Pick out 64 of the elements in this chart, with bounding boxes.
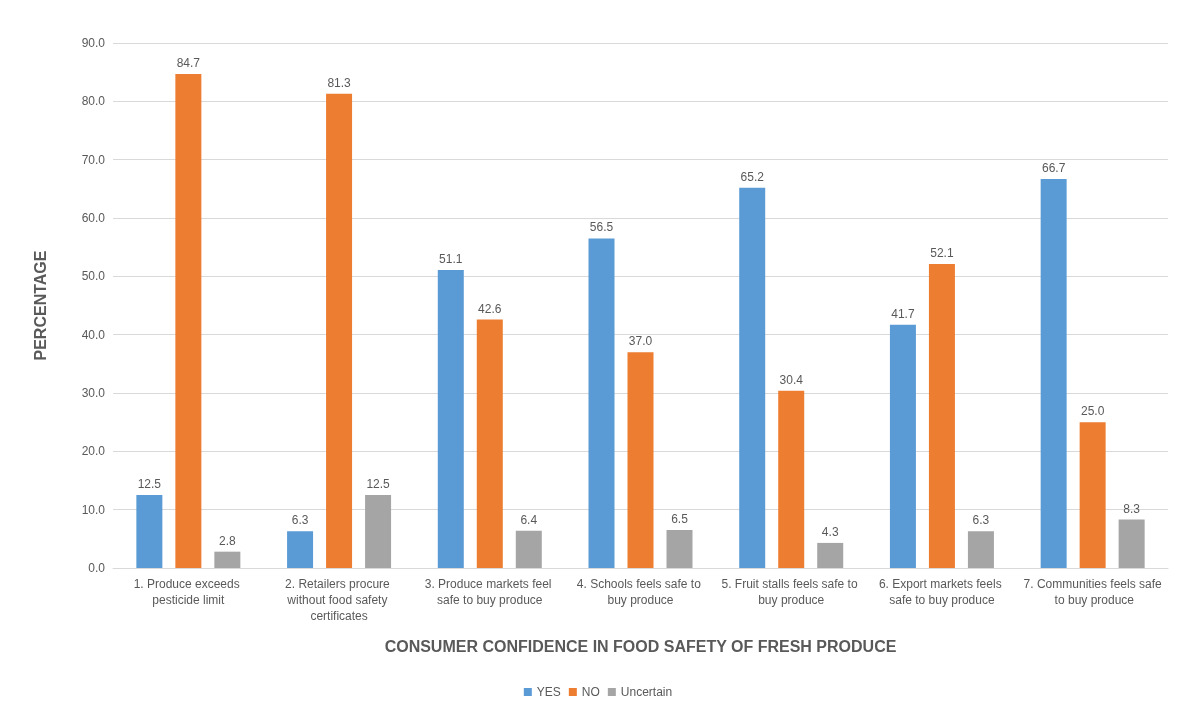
bar: [515, 530, 542, 568]
bar: [365, 495, 392, 568]
y-tick-label: 0.0: [88, 561, 106, 575]
bar: [287, 531, 314, 568]
y-tick-label: 30.0: [81, 386, 106, 400]
bar: [778, 390, 805, 568]
bar: [1118, 519, 1145, 568]
y-tick-label: 90.0: [81, 36, 106, 50]
data-label: 6.5: [671, 512, 689, 527]
bar: [136, 495, 163, 568]
data-label: 65.2: [740, 169, 765, 184]
data-label: 8.3: [1123, 501, 1141, 516]
data-label: 52.1: [930, 246, 954, 261]
legend-label: Uncertain: [620, 685, 673, 699]
bar: [326, 93, 353, 568]
legend-label: YES: [536, 685, 561, 699]
bar: [666, 530, 693, 568]
y-tick-label: 50.0: [81, 269, 106, 284]
y-tick-label: 10.0: [81, 502, 106, 517]
bar: [967, 531, 994, 568]
legend-label: NO: [581, 685, 600, 699]
x-tick-label: 6. Export markets feels safe to buy produce: [878, 577, 1005, 607]
bar: [1079, 422, 1106, 568]
y-tick-label: 70.0: [81, 152, 106, 167]
y-tick-label: 20.0: [81, 444, 106, 459]
x-axis-title: CONSUMER CONFIDENCE IN FOOD SAFETY OF FRESH PRODUCE: [384, 637, 897, 655]
bar: [476, 319, 503, 568]
data-label: 30.4: [779, 372, 804, 387]
data-label: 12.5: [366, 477, 391, 492]
data-label: 41.7: [891, 306, 915, 321]
x-tick-label: 7. Communities feels safe to buy produce: [1023, 577, 1162, 607]
bar: [739, 187, 766, 568]
data-label: 6.4: [520, 512, 538, 527]
bar: [928, 264, 955, 568]
data-label: 42.6: [478, 301, 502, 316]
data-label: 2.8: [219, 533, 237, 548]
x-tick-label: 5. Fruit stalls feels safe to buy produce: [721, 577, 861, 607]
data-label: 6.3: [291, 513, 309, 528]
y-tick-label: 80.0: [81, 94, 106, 109]
data-label: 51.1: [439, 251, 463, 266]
data-label: 84.7: [176, 55, 201, 70]
bar: [175, 73, 202, 568]
data-label: 66.7: [1041, 160, 1066, 175]
data-label: 25.0: [1080, 404, 1105, 419]
y-axis-title: PERCENTAGE: [31, 250, 49, 361]
data-label: 12.5: [137, 477, 162, 492]
y-tick-label: 40.0: [81, 327, 106, 342]
bar: [817, 542, 844, 568]
bar: [437, 269, 464, 568]
x-tick-label: 2. Retailers procure without food safety certificates: [285, 577, 394, 623]
bar: [214, 551, 241, 568]
data-label: 81.3: [327, 75, 352, 90]
data-label: 37.0: [628, 334, 653, 349]
bar: [627, 352, 654, 568]
data-label: 56.5: [589, 220, 614, 235]
data-label: 6.3: [972, 513, 990, 528]
bar: [1040, 178, 1067, 568]
x-tick-label: 1. Produce exceeds pesticide limit: [133, 577, 244, 607]
x-tick-label: 3. Produce markets feel safe to buy produce: [424, 577, 555, 607]
y-tick-label: 60.0: [81, 211, 106, 225]
x-tick-label: 4. Schools feels safe to buy produce: [576, 577, 705, 607]
bar: [889, 324, 916, 568]
bar: [588, 238, 615, 568]
data-label: 4.3: [821, 524, 839, 539]
